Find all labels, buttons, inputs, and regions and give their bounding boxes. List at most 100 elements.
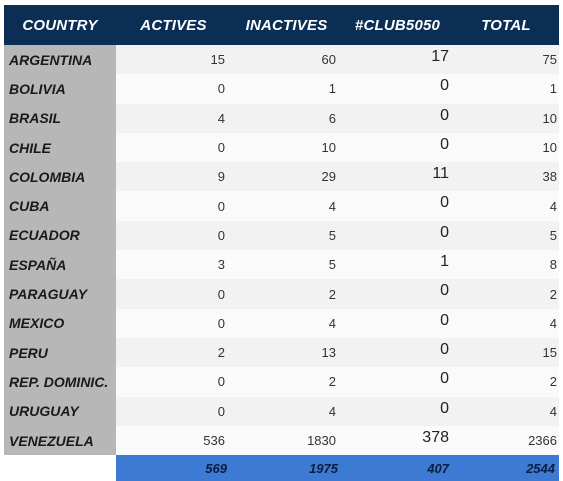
actives-cell[interactable]: 9 [116, 162, 231, 192]
header-actives[interactable]: ACTIVES [116, 5, 231, 45]
table-row: ESPAÑA 3 5 1 8 [4, 250, 559, 280]
actives-cell[interactable]: 0 [116, 367, 231, 397]
table-row: COLOMBIA 9 29 11 38 [4, 162, 559, 192]
total-cell[interactable]: 4 [453, 308, 559, 338]
club5050-cell[interactable]: 0 [342, 396, 453, 426]
table-row: VENEZUELA 536 1830 378 2366 [4, 425, 559, 456]
header-row: COUNTRY ACTIVES INACTIVES #CLUB5050 TOTA… [4, 5, 559, 45]
totals-actives-cell[interactable]: 569 [116, 455, 231, 481]
totals-total-cell[interactable]: 2544 [453, 455, 559, 481]
header-country[interactable]: COUNTRY [4, 5, 116, 45]
club5050-cell[interactable]: 0 [342, 74, 453, 104]
inactives-cell[interactable]: 5 [231, 250, 342, 280]
country-cell[interactable]: BOLIVIA [4, 74, 116, 104]
inactives-cell[interactable]: 1830 [231, 425, 342, 456]
table-row: URUGUAY 0 4 0 4 [4, 396, 559, 426]
total-cell[interactable]: 2 [453, 279, 559, 309]
total-cell[interactable]: 10 [453, 103, 559, 133]
inactives-cell[interactable]: 6 [231, 103, 342, 133]
country-cell[interactable]: MEXICO [4, 308, 116, 338]
totals-row: 569 1975 407 2544 [4, 455, 559, 481]
actives-cell[interactable]: 2 [116, 337, 231, 368]
table-row: ECUADOR 0 5 0 5 [4, 220, 559, 251]
header-total[interactable]: TOTAL [453, 5, 559, 45]
actives-cell[interactable]: 536 [116, 425, 231, 456]
actives-cell[interactable]: 0 [116, 132, 231, 163]
club5050-cell[interactable]: 0 [342, 220, 453, 251]
table-row: ARGENTINA 15 60 17 75 [4, 45, 559, 75]
club5050-cell[interactable]: 0 [342, 308, 453, 338]
inactives-cell[interactable]: 1 [231, 74, 342, 104]
table-body: ARGENTINA 15 60 17 75 BOLIVIA 0 1 0 1 BR… [4, 45, 559, 456]
actives-cell[interactable]: 0 [116, 74, 231, 104]
totals-club5050-cell[interactable]: 407 [342, 455, 453, 481]
inactives-cell[interactable]: 4 [231, 396, 342, 426]
spreadsheet: COUNTRY ACTIVES INACTIVES #CLUB5050 TOTA… [4, 5, 559, 481]
club5050-cell[interactable]: 378 [342, 425, 453, 456]
total-cell[interactable]: 8 [453, 250, 559, 280]
country-cell[interactable]: VENEZUELA [4, 425, 116, 456]
club5050-cell[interactable]: 0 [342, 191, 453, 221]
table-row: BOLIVIA 0 1 0 1 [4, 74, 559, 104]
inactives-cell[interactable]: 5 [231, 220, 342, 251]
actives-cell[interactable]: 0 [116, 220, 231, 251]
club5050-cell[interactable]: 0 [342, 337, 453, 368]
totals-inactives-cell[interactable]: 1975 [231, 455, 342, 481]
inactives-cell[interactable]: 29 [231, 162, 342, 192]
actives-cell[interactable]: 15 [116, 45, 231, 75]
table-row: REP. DOMINIC. 0 2 0 2 [4, 367, 559, 397]
actives-cell[interactable]: 0 [116, 308, 231, 338]
inactives-cell[interactable]: 10 [231, 132, 342, 163]
inactives-cell[interactable]: 2 [231, 279, 342, 309]
total-cell[interactable]: 75 [453, 45, 559, 75]
table-header: COUNTRY ACTIVES INACTIVES #CLUB5050 TOTA… [4, 5, 559, 45]
table-row: BRASIL 4 6 0 10 [4, 103, 559, 133]
header-inactives[interactable]: INACTIVES [231, 5, 342, 45]
club5050-cell[interactable]: 0 [342, 132, 453, 163]
inactives-cell[interactable]: 4 [231, 191, 342, 221]
total-cell[interactable]: 1 [453, 74, 559, 104]
club5050-cell[interactable]: 1 [342, 250, 453, 280]
totals-blank-cell[interactable] [4, 455, 116, 481]
table-row: PARAGUAY 0 2 0 2 [4, 279, 559, 309]
country-cell[interactable]: PARAGUAY [4, 279, 116, 309]
total-cell[interactable]: 10 [453, 132, 559, 163]
country-cell[interactable]: REP. DOMINIC. [4, 367, 116, 397]
total-cell[interactable]: 38 [453, 162, 559, 192]
club5050-cell[interactable]: 17 [342, 45, 453, 75]
header-club5050[interactable]: #CLUB5050 [342, 5, 453, 45]
country-summary-table: COUNTRY ACTIVES INACTIVES #CLUB5050 TOTA… [4, 5, 559, 481]
actives-cell[interactable]: 0 [116, 279, 231, 309]
table-row: MEXICO 0 4 0 4 [4, 308, 559, 338]
table-row: CUBA 0 4 0 4 [4, 191, 559, 221]
club5050-cell[interactable]: 11 [342, 162, 453, 192]
table-row: PERU 2 13 0 15 [4, 337, 559, 368]
total-cell[interactable]: 2 [453, 367, 559, 397]
total-cell[interactable]: 5 [453, 220, 559, 251]
country-cell[interactable]: CHILE [4, 132, 116, 163]
country-cell[interactable]: PERU [4, 337, 116, 368]
country-cell[interactable]: ECUADOR [4, 220, 116, 251]
table-row: CHILE 0 10 0 10 [4, 132, 559, 163]
inactives-cell[interactable]: 2 [231, 367, 342, 397]
total-cell[interactable]: 4 [453, 396, 559, 426]
country-cell[interactable]: ESPAÑA [4, 250, 116, 280]
country-cell[interactable]: ARGENTINA [4, 45, 116, 75]
country-cell[interactable]: BRASIL [4, 103, 116, 133]
inactives-cell[interactable]: 60 [231, 45, 342, 75]
total-cell[interactable]: 2366 [453, 425, 559, 456]
total-cell[interactable]: 4 [453, 191, 559, 221]
actives-cell[interactable]: 3 [116, 250, 231, 280]
inactives-cell[interactable]: 4 [231, 308, 342, 338]
actives-cell[interactable]: 0 [116, 191, 231, 221]
actives-cell[interactable]: 4 [116, 103, 231, 133]
actives-cell[interactable]: 0 [116, 396, 231, 426]
club5050-cell[interactable]: 0 [342, 367, 453, 397]
club5050-cell[interactable]: 0 [342, 103, 453, 133]
country-cell[interactable]: CUBA [4, 191, 116, 221]
club5050-cell[interactable]: 0 [342, 279, 453, 309]
country-cell[interactable]: URUGUAY [4, 396, 116, 426]
country-cell[interactable]: COLOMBIA [4, 162, 116, 192]
inactives-cell[interactable]: 13 [231, 337, 342, 368]
total-cell[interactable]: 15 [453, 337, 559, 368]
